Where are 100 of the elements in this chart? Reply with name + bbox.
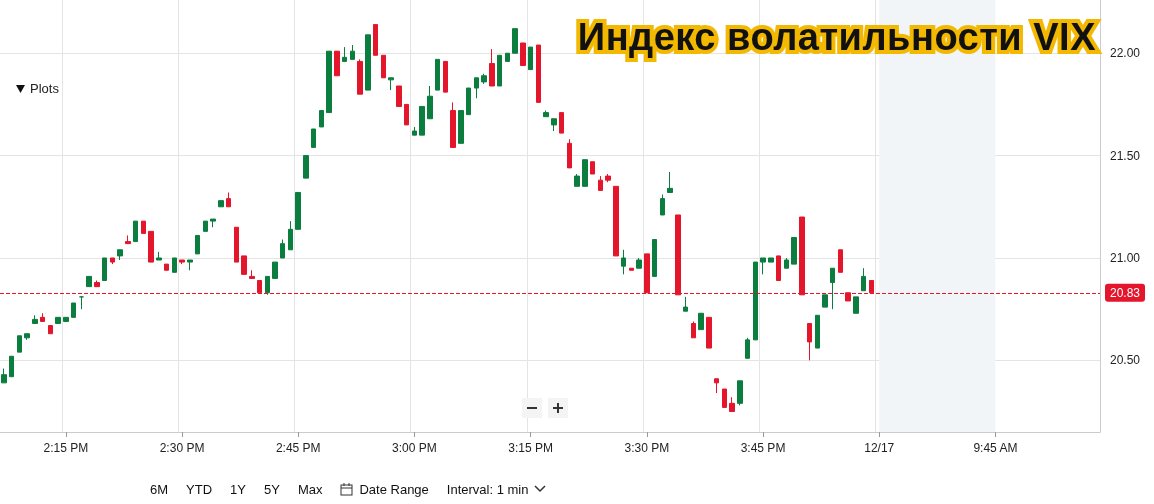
candlestick bbox=[559, 112, 564, 134]
candlestick bbox=[71, 302, 76, 318]
candlestick bbox=[450, 101, 456, 148]
candlestick bbox=[489, 48, 495, 87]
candlestick bbox=[536, 44, 541, 103]
candlestick bbox=[86, 275, 92, 288]
text: 6M bbox=[150, 481, 169, 497]
candlestick bbox=[117, 249, 123, 261]
annotation: Plots bbox=[30, 81, 59, 96]
candlestick bbox=[24, 333, 30, 341]
candlestick bbox=[288, 220, 293, 251]
candlestick bbox=[590, 161, 595, 175]
candlestick bbox=[148, 230, 154, 263]
candlestick bbox=[466, 87, 471, 116]
candlestick bbox=[342, 46, 347, 62]
candlestick bbox=[760, 257, 766, 275]
candlestick bbox=[745, 337, 750, 359]
candlestick bbox=[125, 234, 131, 245]
candlestick bbox=[443, 60, 448, 93]
candlestick bbox=[319, 110, 324, 128]
candlestick bbox=[172, 257, 177, 273]
candlestick bbox=[807, 322, 812, 361]
y-tick-label: 21.00 bbox=[1110, 250, 1141, 265]
candlestick bbox=[753, 261, 758, 341]
candlestick bbox=[419, 105, 425, 136]
candlestick bbox=[164, 263, 169, 271]
candlestick bbox=[218, 200, 224, 208]
candlestick bbox=[853, 296, 859, 314]
candlestick bbox=[63, 316, 69, 322]
candlestick bbox=[861, 267, 866, 292]
candlestick bbox=[729, 396, 735, 413]
x-tick-label: 3:00 PM bbox=[392, 441, 437, 455]
x-tick-label: 2:15 PM bbox=[43, 441, 89, 455]
x-tick-label: 3:15 PM bbox=[508, 441, 553, 455]
candlestick bbox=[295, 191, 301, 230]
candlestick bbox=[396, 85, 402, 107]
candlestick bbox=[1, 368, 7, 384]
candlestick bbox=[567, 138, 572, 169]
x-tick-label: 3:45 PM bbox=[740, 441, 786, 455]
candlestick bbox=[481, 73, 487, 85]
candlestick bbox=[822, 294, 828, 308]
candlestick bbox=[32, 314, 38, 324]
text: Max bbox=[297, 481, 323, 497]
text: YTD bbox=[186, 481, 213, 497]
candlestick bbox=[350, 44, 355, 60]
candlestick bbox=[110, 257, 115, 265]
candlestick bbox=[722, 388, 727, 408]
candlestick bbox=[404, 103, 409, 126]
candlestick bbox=[458, 110, 464, 144]
candlestick bbox=[660, 194, 665, 216]
candlestick bbox=[9, 355, 14, 378]
x-tick-label: 9:45 AM bbox=[973, 441, 1018, 455]
candlestick bbox=[652, 239, 657, 277]
candlestick bbox=[388, 77, 394, 91]
candlestick bbox=[195, 234, 200, 255]
candlestick bbox=[791, 237, 797, 265]
candlestick bbox=[303, 155, 309, 179]
candlestick bbox=[272, 261, 278, 279]
ref-line-label: 20.83 bbox=[1110, 285, 1141, 300]
x-tick-label: 2:45 PM bbox=[275, 441, 321, 455]
candlestick bbox=[683, 296, 688, 312]
y-tick-label: 22.00 bbox=[1110, 46, 1141, 61]
candlestick bbox=[830, 267, 835, 310]
candlestick bbox=[512, 28, 518, 54]
candlestick bbox=[598, 175, 603, 191]
candlestick bbox=[381, 54, 386, 79]
y-tick-label: 21.50 bbox=[1110, 148, 1141, 163]
candlestick bbox=[435, 58, 440, 91]
candlestick bbox=[784, 257, 789, 269]
candlestick bbox=[79, 296, 84, 310]
candlestick bbox=[838, 249, 843, 273]
candlestick bbox=[629, 267, 634, 271]
text: 1Y bbox=[230, 481, 246, 497]
candlestick bbox=[265, 275, 270, 296]
candlestick bbox=[621, 249, 626, 275]
text: Date Range bbox=[359, 481, 429, 497]
candlestick bbox=[102, 257, 107, 281]
candlestick bbox=[528, 46, 533, 71]
candlestick bbox=[551, 118, 557, 132]
candlestick bbox=[40, 312, 45, 322]
candlestick bbox=[203, 220, 208, 232]
candlestick bbox=[505, 52, 510, 62]
candlestick bbox=[412, 126, 417, 136]
candlestick bbox=[280, 239, 285, 259]
candlestick bbox=[667, 171, 673, 193]
x-tick-label: 3:30 PM bbox=[624, 441, 670, 455]
candlestick bbox=[48, 325, 53, 335]
candlestick bbox=[582, 159, 588, 187]
candlestick bbox=[520, 42, 526, 67]
text: 5Y bbox=[263, 481, 280, 497]
candlestick bbox=[94, 279, 100, 288]
candlestick bbox=[241, 255, 247, 275]
candlestick bbox=[226, 191, 231, 208]
candlestick bbox=[714, 378, 719, 394]
y-tick-label: 20.50 bbox=[1110, 353, 1141, 368]
candlestick bbox=[605, 173, 611, 183]
candlestick bbox=[210, 218, 216, 228]
candlestick bbox=[768, 257, 774, 263]
candlestick bbox=[17, 335, 22, 353]
candlestick bbox=[365, 34, 371, 91]
